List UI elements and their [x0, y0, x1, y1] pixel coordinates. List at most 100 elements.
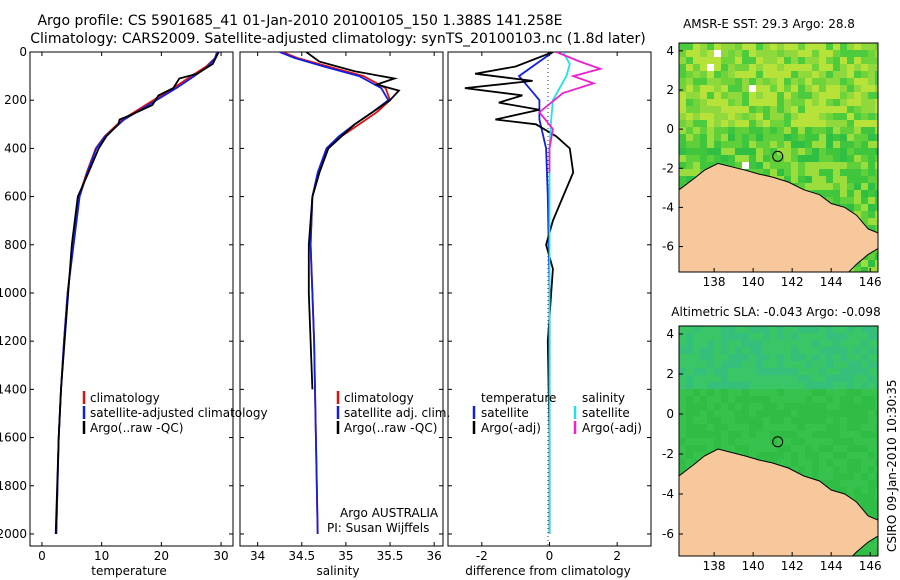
map-cell — [686, 176, 693, 183]
map-cell — [693, 431, 700, 438]
map-cell — [819, 340, 826, 347]
map-cell — [854, 494, 861, 501]
map-cell — [833, 106, 840, 113]
map-cell — [693, 368, 700, 375]
map-cell — [777, 85, 784, 92]
map-cell — [791, 78, 798, 85]
map-cell — [791, 43, 798, 50]
map-cell — [700, 410, 707, 417]
map-cell — [749, 155, 756, 162]
map-cell — [693, 445, 700, 452]
map-cell — [812, 326, 819, 333]
map-cell — [868, 204, 875, 211]
legend-label-temp-argo: Argo(-adj) — [481, 421, 541, 435]
map-cell — [805, 106, 812, 113]
map-cell — [714, 92, 721, 99]
map-cell — [770, 389, 777, 396]
map-cell — [868, 347, 875, 354]
map-cell — [777, 57, 784, 64]
map-cell — [819, 473, 826, 480]
map-cell — [742, 155, 749, 162]
map-cell — [861, 71, 868, 78]
series-line-salinity-argo-adj- — [538, 52, 604, 173]
map-cell — [728, 155, 735, 162]
map-cell — [868, 57, 875, 64]
map-cell — [791, 452, 798, 459]
map-cell — [868, 438, 875, 445]
map-cell — [875, 354, 878, 361]
map-cell — [791, 382, 798, 389]
map-cell — [819, 113, 826, 120]
map-cell — [833, 57, 840, 64]
map-cell — [819, 78, 826, 85]
map-cell — [819, 155, 826, 162]
map-cell — [742, 389, 749, 396]
map-cell — [847, 452, 854, 459]
map-cell — [749, 354, 756, 361]
map-cell — [861, 218, 868, 225]
map-cell — [714, 141, 721, 148]
map-cell — [840, 452, 847, 459]
map-cell — [798, 92, 805, 99]
map-cell — [840, 445, 847, 452]
map-cell — [840, 162, 847, 169]
map-cell — [826, 396, 833, 403]
map-cell — [784, 333, 791, 340]
map-cell — [840, 410, 847, 417]
map-cell — [840, 396, 847, 403]
map-cell — [777, 347, 784, 354]
map-cell — [686, 134, 693, 141]
map-cell — [784, 368, 791, 375]
map-cell — [749, 71, 756, 78]
map-cell — [686, 85, 693, 92]
map-cell — [826, 361, 833, 368]
map-cell — [749, 99, 756, 106]
map-cell — [770, 113, 777, 120]
map-cell — [721, 431, 728, 438]
sst-map-ticks: 138 140 142 144 146 -6 -4 -2 0 2 4 — [662, 44, 882, 289]
map-cell — [763, 368, 770, 375]
map-cell — [700, 431, 707, 438]
map-cell — [777, 134, 784, 141]
map-cell — [784, 50, 791, 57]
map-cell — [819, 368, 826, 375]
y-tick-label: 2000 — [0, 527, 27, 541]
map-cell — [868, 92, 875, 99]
map-cell — [742, 78, 749, 85]
map-cell — [798, 403, 805, 410]
map-cell — [735, 410, 742, 417]
map-cell — [686, 155, 693, 162]
map-cell — [854, 211, 861, 218]
map-cell — [854, 480, 861, 487]
map-cell — [833, 368, 840, 375]
sla-map-ticks: 138 140 142 144 146 -6 -4 -2 0 2 4 — [662, 327, 882, 573]
map-cell — [798, 155, 805, 162]
map-cell — [854, 368, 861, 375]
map-cell — [693, 141, 700, 148]
map-cell — [679, 120, 686, 127]
map-cell — [784, 396, 791, 403]
map-cell — [819, 424, 826, 431]
map-cell — [854, 326, 861, 333]
map-cell — [861, 183, 868, 190]
y-tick-label: 1000 — [0, 286, 27, 300]
map-cell — [868, 50, 875, 57]
map-cell — [777, 361, 784, 368]
map-cell — [679, 106, 686, 113]
map-cell — [833, 445, 840, 452]
map-cell — [777, 141, 784, 148]
map-cell — [805, 459, 812, 466]
map-cell — [812, 85, 819, 92]
map-cell — [861, 162, 868, 169]
map-cell — [749, 445, 756, 452]
map-cell — [819, 64, 826, 71]
map-cell — [805, 452, 812, 459]
map-cell — [840, 50, 847, 57]
map-cell — [756, 92, 763, 99]
map-cell — [756, 361, 763, 368]
map-cell — [826, 197, 833, 204]
map-cell — [777, 169, 784, 176]
map-cell — [735, 57, 742, 64]
map-cell — [861, 410, 868, 417]
map-cell — [875, 480, 878, 487]
